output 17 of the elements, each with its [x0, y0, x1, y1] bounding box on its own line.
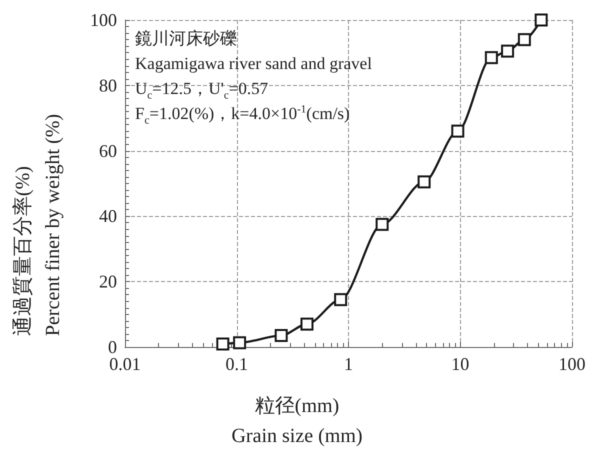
y-tick-label: 40: [99, 206, 117, 226]
y-tick-label: 60: [99, 140, 117, 161]
x-tick-label: 10: [451, 354, 470, 374]
annotation: U$_{c}$=12.5，U'$_{c}$=0.57: [135, 78, 270, 102]
y-tick-label: 80: [99, 75, 117, 96]
y-axis-title: 通過質量百分率(%) Percent finer by weight (%): [12, 114, 64, 336]
annotation: F$_{c}$=1.02(%)，k=4.0×10$^{-1}$(cm/s): [135, 102, 351, 126]
y-tick-label: 20: [99, 272, 117, 292]
x-tick-label: 100: [558, 354, 586, 374]
x-tick-label: 1: [344, 354, 353, 374]
y-tick-label: 100: [90, 10, 117, 30]
annotation: Kagamigawa river sand and gravel: [135, 53, 372, 75]
x-axis-title: 粒径(mm) Grain size (mm): [231, 395, 363, 447]
y-tick-label: 0: [108, 337, 117, 357]
x-tick-label: 0.1: [226, 354, 248, 374]
x-tick-label: 0.01: [109, 354, 141, 374]
annotation: 鏡川河床砂礫: [135, 28, 238, 50]
